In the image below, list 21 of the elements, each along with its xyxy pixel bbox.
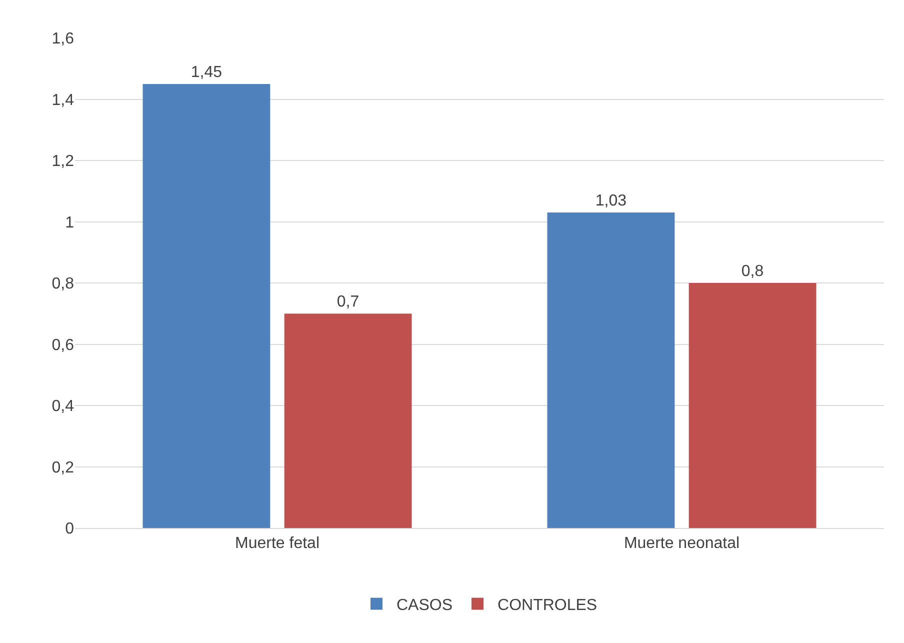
data-label: 1,03 <box>595 192 627 210</box>
x-tick-label: Muerte neonatal <box>624 535 740 552</box>
y-tick-label: 1 <box>65 214 74 232</box>
y-tick-label: 0,6 <box>52 336 74 354</box>
y-tick-label: 0,8 <box>52 276 74 293</box>
legend-label: CASOS <box>396 596 453 614</box>
y-tick-label: 1,2 <box>52 153 74 170</box>
data-label: 0,7 <box>336 294 360 311</box>
y-tick-label: 1,6 <box>52 30 74 48</box>
data-label: 0,8 <box>741 263 764 280</box>
y-tick-label: 1,4 <box>52 92 74 109</box>
bar <box>547 212 675 528</box>
x-tick-label: Muerte fetal <box>235 535 320 552</box>
y-tick-label: 0,2 <box>52 459 74 476</box>
y-tick-label: 0,4 <box>52 398 74 416</box>
bar <box>284 314 412 528</box>
bar <box>688 283 816 528</box>
data-label: 1,45 <box>190 64 222 81</box>
y-tick-label: 0 <box>65 520 74 538</box>
bar <box>142 84 270 528</box>
legend-label: CONTROLES <box>498 596 598 614</box>
